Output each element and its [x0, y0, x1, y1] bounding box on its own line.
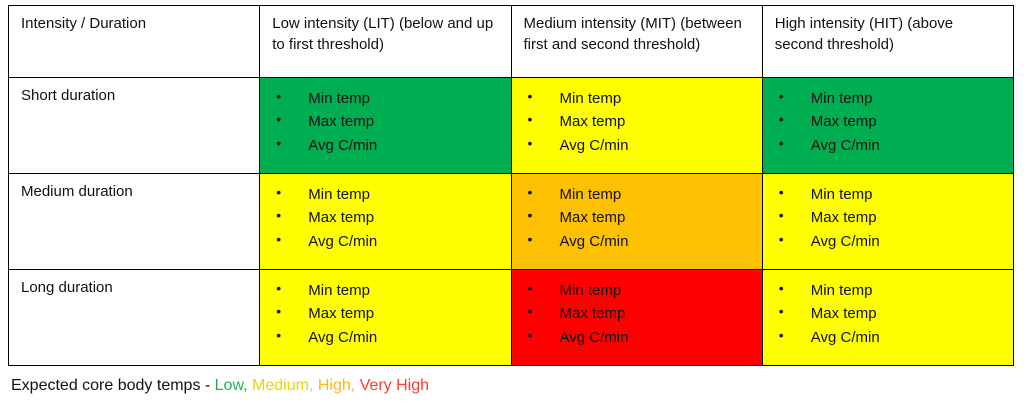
table-header-row: Intensity / Duration Low intensity (LIT)… — [7, 5, 1015, 78]
bullet-list: Min temp Max temp Avg C/min — [512, 78, 762, 156]
bullet-item-min-temp: Min temp — [526, 279, 752, 301]
legend-prefix: Expected core body temps - — [11, 377, 215, 394]
legend-level-high: High, — [317, 377, 356, 394]
bullet-list: Min temp Max temp Avg C/min — [512, 270, 762, 348]
bullet-item-avg-cmin: Avg C/min — [526, 230, 752, 252]
bullet-item-avg-cmin: Avg C/min — [274, 230, 500, 252]
matrix-cell-short-high: Min temp Max temp Avg C/min — [761, 77, 1015, 174]
corner-header: Intensity / Duration — [7, 5, 261, 78]
matrix-cell-medium-medium: Min temp Max temp Avg C/min — [510, 173, 763, 270]
bullet-item-avg-cmin: Avg C/min — [526, 134, 752, 156]
bullet-item-min-temp: Min temp — [777, 87, 1003, 109]
legend-level-low: Low, — [214, 377, 248, 394]
row-label-medium-duration: Medium duration — [7, 173, 261, 270]
bullet-item-avg-cmin: Avg C/min — [526, 326, 752, 348]
column-header-high-intensity: High intensity (HIT) (above second thres… — [761, 5, 1015, 78]
legend-level-very-high: Very High — [359, 377, 430, 394]
table-row-long-duration: Long duration Min temp Max temp Avg C/mi… — [7, 269, 1015, 366]
intensity-duration-table: Intensity / Duration Low intensity (LIT)… — [7, 5, 1015, 366]
bullet-item-avg-cmin: Avg C/min — [777, 134, 1003, 156]
bullet-list: Min temp Max temp Avg C/min — [763, 270, 1013, 348]
matrix-cell-medium-high: Min temp Max temp Avg C/min — [761, 173, 1015, 270]
bullet-item-min-temp: Min temp — [526, 183, 752, 205]
bullet-item-max-temp: Max temp — [274, 206, 500, 228]
bullet-item-max-temp: Max temp — [777, 206, 1003, 228]
bullet-item-avg-cmin: Avg C/min — [274, 326, 500, 348]
bullet-item-max-temp: Max temp — [777, 302, 1003, 324]
matrix-cell-short-low: Min temp Max temp Avg C/min — [259, 77, 512, 174]
bullet-list: Min temp Max temp Avg C/min — [763, 78, 1013, 156]
column-header-low-intensity: Low intensity (LIT) (below and up to fir… — [259, 5, 512, 78]
matrix-cell-long-high: Min temp Max temp Avg C/min — [761, 269, 1015, 366]
bullet-list: Min temp Max temp Avg C/min — [260, 78, 510, 156]
row-label-long-duration: Long duration — [7, 269, 261, 366]
table-row-short-duration: Short duration Min temp Max temp Avg C/m… — [7, 77, 1015, 174]
row-label-short-duration: Short duration — [7, 77, 261, 174]
matrix-cell-long-medium: Min temp Max temp Avg C/min — [510, 269, 763, 366]
bullet-item-max-temp: Max temp — [526, 302, 752, 324]
bullet-item-avg-cmin: Avg C/min — [777, 230, 1003, 252]
bullet-item-max-temp: Max temp — [526, 110, 752, 132]
matrix-cell-long-low: Min temp Max temp Avg C/min — [259, 269, 512, 366]
bullet-list: Min temp Max temp Avg C/min — [260, 174, 510, 252]
matrix-cell-medium-low: Min temp Max temp Avg C/min — [259, 173, 512, 270]
bullet-item-min-temp: Min temp — [777, 279, 1003, 301]
bullet-item-min-temp: Min temp — [274, 183, 500, 205]
table-row-medium-duration: Medium duration Min temp Max temp Avg C/… — [7, 173, 1015, 270]
column-header-medium-intensity: Medium intensity (MIT) (between first an… — [510, 5, 763, 78]
bullet-list: Min temp Max temp Avg C/min — [763, 174, 1013, 252]
bullet-item-max-temp: Max temp — [274, 302, 500, 324]
matrix-cell-short-medium: Min temp Max temp Avg C/min — [510, 77, 763, 174]
bullet-item-max-temp: Max temp — [274, 110, 500, 132]
bullet-item-min-temp: Min temp — [274, 87, 500, 109]
bullet-item-max-temp: Max temp — [526, 206, 752, 228]
bullet-list: Min temp Max temp Avg C/min — [512, 174, 762, 252]
bullet-item-avg-cmin: Avg C/min — [777, 326, 1003, 348]
legend-level-medium: Medium, — [252, 377, 314, 394]
bullet-item-max-temp: Max temp — [777, 110, 1003, 132]
bullet-item-min-temp: Min temp — [777, 183, 1003, 205]
bullet-list: Min temp Max temp Avg C/min — [260, 270, 510, 348]
bullet-item-avg-cmin: Avg C/min — [274, 134, 500, 156]
bullet-item-min-temp: Min temp — [274, 279, 500, 301]
bullet-item-min-temp: Min temp — [526, 87, 752, 109]
color-legend: Expected core body temps - Low, Medium, … — [11, 376, 429, 395]
